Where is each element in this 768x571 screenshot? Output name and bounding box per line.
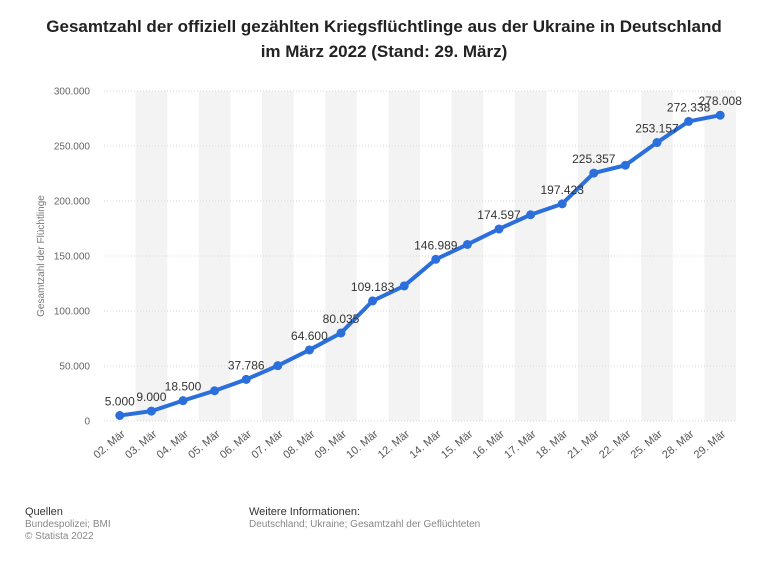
x-tick-label: 25. Mär: [629, 428, 666, 461]
data-label: 278.008: [699, 94, 743, 108]
data-point[interactable]: [304, 345, 314, 355]
data-label: 146.989: [414, 238, 458, 252]
data-label: 9.000: [136, 390, 166, 404]
chart-title-line2: im März 2022 (Stand: 29. März): [260, 42, 508, 61]
data-point[interactable]: [620, 160, 630, 170]
sources-heading: Quellen: [25, 506, 63, 518]
x-tick-label: 02. Mär: [91, 428, 128, 461]
data-label: 18.500: [165, 380, 202, 394]
gridlines: [104, 90, 736, 422]
x-tick-label: 29. Mär: [692, 428, 729, 461]
data-point[interactable]: [557, 199, 567, 209]
y-tick-label: 150.000: [54, 252, 91, 263]
x-tick-label: 03. Mär: [123, 428, 160, 461]
data-point[interactable]: [146, 406, 156, 416]
y-tick-label: 50.000: [59, 362, 90, 373]
x-tick-label: 04. Mär: [155, 428, 192, 461]
data-label: 80.035: [323, 312, 360, 326]
x-tick-label: 14. Mär: [407, 428, 444, 461]
data-points: [115, 110, 725, 420]
data-point[interactable]: [652, 138, 662, 148]
data-point[interactable]: [336, 328, 346, 338]
x-tick-label: 15. Mär: [439, 428, 476, 461]
data-label: 174.597: [477, 208, 521, 222]
x-tick-label: 22. Mär: [597, 428, 634, 461]
data-label: 109.183: [351, 280, 395, 294]
data-point[interactable]: [210, 386, 220, 396]
data-label: 253.157: [635, 122, 679, 136]
series-line-path: [117, 113, 723, 418]
data-point[interactable]: [431, 254, 441, 264]
x-tick-label: 21. Mär: [565, 428, 602, 461]
y-tick-label: 0: [84, 417, 90, 428]
data-point[interactable]: [178, 396, 188, 406]
data-point[interactable]: [494, 224, 504, 234]
data-label: 197.423: [541, 183, 585, 197]
x-tick-label: 10. Mär: [344, 428, 381, 461]
y-axis-label: Gesamtzahl der Flüchtlinge: [36, 195, 47, 317]
data-point[interactable]: [368, 296, 378, 306]
column-band: [198, 91, 231, 421]
line-chart: 0 50.000 100.000 150.000 200.000 250.000 300.0…: [36, 87, 742, 462]
x-tick-label: 17. Mär: [502, 428, 539, 461]
data-point[interactable]: [684, 116, 694, 126]
data-label: 37.786: [228, 358, 265, 372]
data-point[interactable]: [589, 168, 599, 178]
data-label: 272.338: [667, 100, 711, 114]
x-tick-label: 05. Mär: [186, 428, 223, 461]
info-text: Deutschland; Ukraine; Gesamtzahl der Gef…: [249, 519, 481, 530]
series-line: [117, 113, 723, 418]
x-tick-label: 18. Mär: [534, 428, 571, 461]
y-tick-label: 200.000: [54, 197, 91, 208]
data-point[interactable]: [241, 374, 251, 384]
column-band: [704, 91, 736, 421]
y-axis-ticks: 0 50.000 100.000 150.000 200.000 250.000 300.0…: [54, 87, 91, 428]
data-point[interactable]: [462, 239, 472, 249]
x-tick-label: 16. Mär: [471, 428, 508, 461]
x-tick-label: 12. Mär: [376, 428, 413, 461]
data-point[interactable]: [399, 281, 409, 291]
info-block: Weitere Informationen: Deutschland; Ukra…: [249, 506, 480, 531]
data-point[interactable]: [526, 210, 536, 220]
data-point[interactable]: [115, 411, 125, 420]
x-tick-label: 08. Mär: [281, 428, 318, 461]
x-tick-label: 09. Mär: [313, 428, 350, 461]
data-point[interactable]: [273, 361, 283, 371]
x-tick-label: 28. Mär: [660, 428, 697, 461]
info-heading: Weitere Informationen:: [249, 506, 361, 518]
y-tick-label: 100.000: [54, 307, 91, 318]
data-point[interactable]: [715, 110, 725, 120]
x-tick-label: 06. Mär: [218, 428, 255, 461]
data-label: 5.000: [105, 395, 135, 409]
sources-block: Quellen Bundespolizei; BMI © Statista 20…: [25, 506, 111, 543]
sources-line-1: Bundespolizei; BMI: [25, 519, 111, 530]
y-tick-label: 300.000: [54, 87, 91, 98]
data-label: 64.600: [291, 329, 328, 343]
sources-line-2: © Statista 2022: [25, 531, 94, 542]
data-label: 225.357: [572, 152, 616, 166]
y-tick-label: 250.000: [54, 142, 91, 153]
x-tick-label: 07. Mär: [249, 428, 286, 461]
chart-title-line1: Gesamtzahl der offiziell gezählten Krieg…: [46, 17, 722, 36]
chart-title: Gesamtzahl der offiziell gezählten Krieg…: [30, 14, 738, 64]
